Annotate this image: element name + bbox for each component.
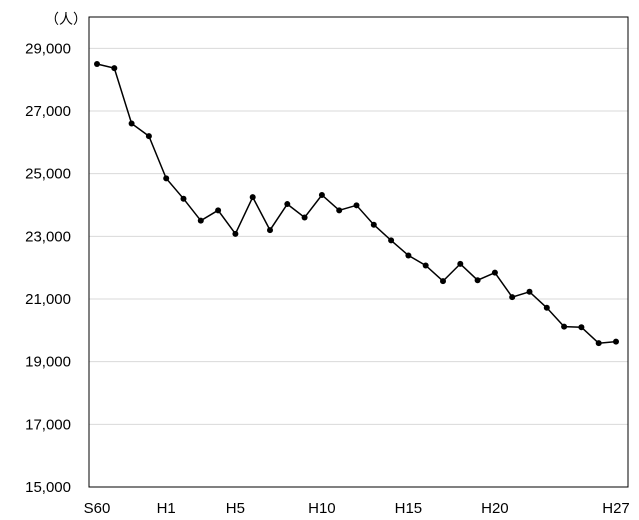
- data-point: [267, 227, 273, 234]
- data-point: [301, 214, 308, 221]
- y-axis-tick-labels: 15,000 17,000 19,000 21,000 23,000 25,000 27,0…: [25, 40, 71, 496]
- data-point: [474, 277, 481, 284]
- y-tick-label: 27,000: [25, 103, 71, 120]
- data-point: [526, 288, 533, 295]
- gridlines: [89, 47, 628, 425]
- x-tick-label: H1: [157, 500, 176, 517]
- data-point: [509, 294, 516, 301]
- data-point: [163, 175, 170, 182]
- data-point: [561, 323, 568, 330]
- y-tick-label: 17,000: [25, 416, 71, 433]
- y-tick-label: 23,000: [25, 228, 71, 245]
- x-tick-label: H27: [602, 500, 630, 517]
- data-point: [457, 260, 464, 267]
- data-point: [215, 207, 222, 214]
- data-point: [491, 269, 498, 276]
- data-point: [353, 202, 360, 209]
- data-point: [180, 195, 187, 202]
- data-point: [249, 194, 256, 201]
- data-point: [94, 61, 100, 67]
- data-point: [543, 304, 550, 311]
- x-axis-tick-labels: S60 H1 H5 H10 H15 H20 H27: [84, 500, 630, 517]
- x-tick-label: H10: [308, 500, 336, 517]
- y-tick-label: 21,000: [25, 291, 71, 308]
- data-point: [388, 237, 395, 244]
- data-point: [595, 340, 602, 347]
- series-points: [94, 61, 619, 347]
- y-tick-label: 15,000: [25, 479, 71, 496]
- data-point: [128, 120, 135, 127]
- y-axis-unit-label: （人）: [45, 12, 87, 28]
- data-point: [578, 324, 585, 331]
- data-point: [145, 133, 152, 140]
- data-point: [336, 207, 343, 214]
- data-point: [111, 65, 118, 72]
- plot-frame: [88, 16, 629, 488]
- data-point: [405, 252, 412, 259]
- data-point: [197, 217, 204, 224]
- data-point: [232, 230, 239, 237]
- x-tick-label: H5: [226, 500, 245, 517]
- data-point: [284, 201, 291, 208]
- data-point: [422, 262, 429, 269]
- y-tick-label: 29,000: [25, 40, 71, 57]
- data-point: [370, 221, 377, 228]
- x-tick-label: H20: [481, 500, 509, 517]
- x-tick-label: S60: [84, 500, 111, 517]
- x-tick-label: H15: [395, 500, 423, 517]
- y-tick-label: 25,000: [25, 166, 71, 183]
- data-point: [440, 278, 446, 285]
- data-point: [318, 191, 325, 198]
- y-tick-label: 19,000: [25, 354, 71, 371]
- data-point: [613, 338, 619, 345]
